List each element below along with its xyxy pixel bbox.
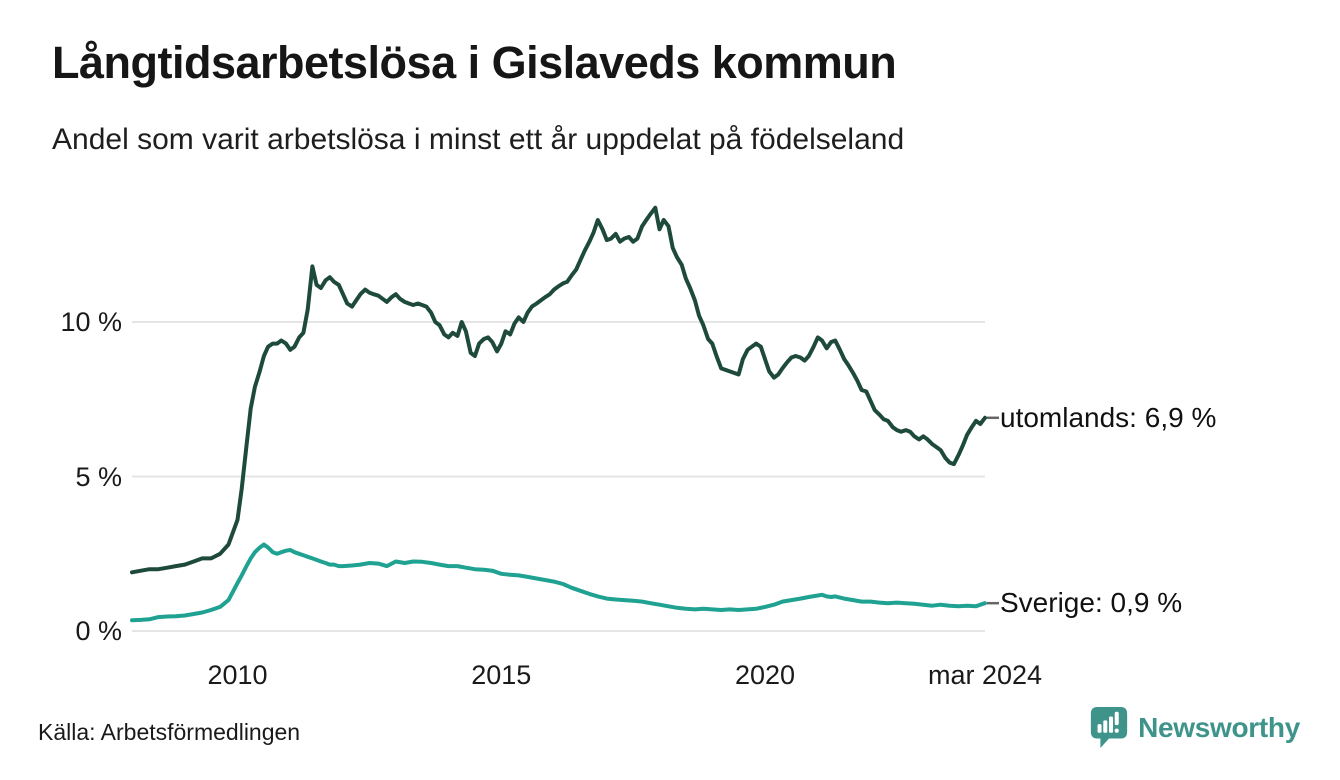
newsworthy-wordmark: Newsworthy <box>1138 712 1300 743</box>
bar-small <box>1097 724 1102 733</box>
x-tick-label: 2015 <box>471 660 532 690</box>
chart-title: Långtidsarbetslösa i Gislaveds kommun <box>52 37 897 88</box>
newsworthy-logo: Newsworthy <box>1088 704 1300 752</box>
y-tick-label: 10 % <box>60 307 122 337</box>
series-label-sverige-text: Sverige: 0,9 % <box>1000 587 1183 619</box>
bar-large <box>1109 716 1114 733</box>
source-note: Källa: Arbetsförmedlingen <box>38 719 301 745</box>
series-label-utomlands-text: utomlands: 6,9 % <box>1000 401 1217 433</box>
series-label-sverige: Sverige: 0,9 % <box>1000 584 1182 622</box>
bar-medium <box>1103 720 1108 733</box>
x-tick-label: 2010 <box>207 660 268 690</box>
exclamation-dot <box>1114 728 1119 733</box>
series-label-utomlands: utomlands: 6,9 % <box>1000 399 1216 437</box>
line-utomlands <box>130 205 987 575</box>
x-tick-label: 2020 <box>734 660 796 690</box>
x-tick-label: mar 2024 <box>927 660 1043 690</box>
exclamation-bar <box>1114 711 1119 726</box>
chart-subtitle: Andel som varit arbetslösa i minst ett å… <box>52 123 905 156</box>
y-tick-label: 0 % <box>75 616 122 646</box>
newsworthy-chart-bubble-icon <box>1090 707 1128 749</box>
y-tick-label: 5 % <box>75 461 122 492</box>
line-sverige <box>130 542 987 623</box>
